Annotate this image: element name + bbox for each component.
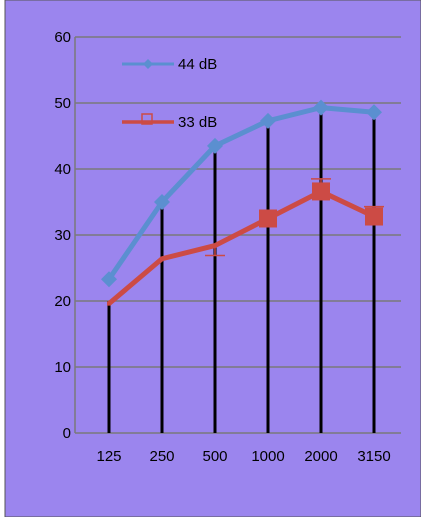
legend-marker-0 [143, 59, 153, 69]
y-tick-label-60: 60 [54, 29, 71, 46]
point-0-2 [207, 137, 223, 154]
y-tick-label-0: 0 [63, 425, 71, 442]
point-0-4 [313, 99, 329, 116]
series-line-0 [106, 105, 375, 281]
series-0 [101, 99, 382, 288]
x-tick-label-250: 250 [149, 448, 174, 465]
legend-marker-1 [141, 113, 153, 125]
point-0-5 [366, 104, 382, 121]
y-tick-label-30: 30 [54, 227, 71, 244]
point-1-5 [365, 207, 383, 226]
point-1-2 [213, 243, 217, 248]
legend-label-0: 44 dB [178, 56, 217, 73]
point-0-1 [154, 194, 170, 210]
series-1 [107, 178, 384, 306]
x-tick-label-3150: 3150 [357, 448, 390, 465]
point-1-3 [259, 209, 277, 228]
x-tick-label-500: 500 [202, 448, 227, 465]
y-tick-label-20: 20 [54, 293, 71, 310]
legend-entry-0: 44 dB [122, 56, 217, 73]
x-tick-label-2000: 2000 [304, 448, 337, 465]
point-0-3 [260, 112, 276, 129]
y-tick-label-40: 40 [54, 161, 71, 178]
x-tick-label-1000: 1000 [251, 448, 284, 465]
point-0-0 [101, 271, 117, 288]
y-tick-label-50: 50 [54, 95, 71, 112]
legend-label-1: 33 dB [178, 114, 217, 131]
point-1-0 [107, 301, 111, 306]
y-tick-label-10: 10 [54, 359, 71, 376]
point-1-4 [312, 182, 330, 201]
x-tick-label-125: 125 [96, 448, 121, 465]
legend-entry-1: 33 dB [122, 113, 217, 131]
point-1-1 [160, 256, 164, 261]
